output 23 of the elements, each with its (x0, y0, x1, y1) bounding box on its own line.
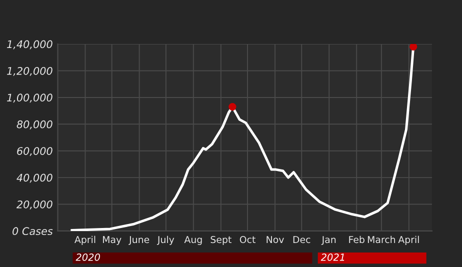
y-tick-label: 1,20,000 (7, 66, 52, 76)
x-tick-label: Nov (266, 236, 284, 244)
text: 2020 (76, 254, 100, 261)
x-tick-label: June (128, 236, 150, 245)
text: 2021 (320, 254, 344, 261)
x-tick-label: May (103, 236, 122, 245)
y-tick-label: 80,000 (16, 120, 52, 130)
x-tick-label: April (398, 236, 419, 245)
y-tick-label: 60,000 (17, 147, 52, 156)
x-tick-label: April (74, 236, 96, 245)
y-tick-label: 1,40,000 (7, 40, 52, 50)
x-tick-label: July (156, 236, 174, 245)
y-tick-label: 1,00,000 (7, 94, 52, 103)
y-tick-label: 0 Cases (12, 227, 53, 236)
x-tick-label: Dec (293, 236, 310, 244)
x-tick-label: Oct (240, 236, 256, 244)
x-tick-label: March (368, 236, 396, 244)
x-tick-label: Jan (321, 236, 336, 245)
y-tick-label: 20,000 (16, 200, 52, 210)
y-tick-label: 40,000 (16, 174, 52, 183)
x-tick-label: Feb (349, 236, 364, 244)
x-tick-label: Aug (184, 236, 202, 245)
x-tick-label: Sept (210, 236, 232, 245)
